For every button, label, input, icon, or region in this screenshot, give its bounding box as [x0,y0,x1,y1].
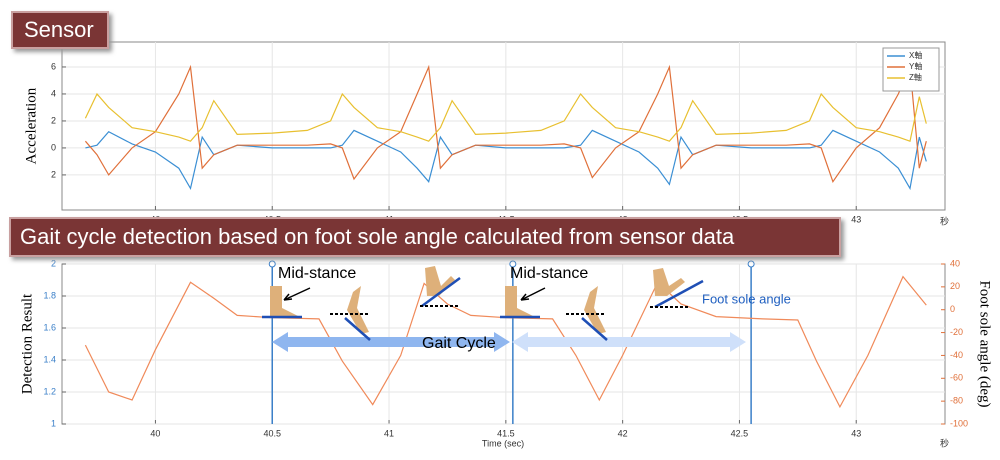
gait-cycle-arrow [272,332,510,352]
y-tick-label: 1.8 [43,290,56,300]
y-tick-label: 1 [51,418,56,428]
banner [11,11,109,49]
y2-tick-label: -100 [950,418,968,428]
legend-label: X軸 [909,50,922,60]
y-tick-label: 4 [51,88,56,98]
x-tick-label: 43 [851,214,861,224]
series-line [84,64,927,184]
illustrations [262,266,746,352]
series-line [84,275,927,409]
y-tick-label: 1.4 [43,354,56,364]
legend-label: Z軸 [909,72,922,82]
detection-marker [509,260,517,268]
y2-axis-label: Foot sole angle (deg) [977,280,993,407]
y-tick-label: 2 [51,169,56,179]
y-tick-label: 2 [51,115,56,125]
legend-label: Y軸 [909,61,922,71]
y-axis-label: Acceleration [23,87,39,164]
x-tick-label: 40 [150,428,160,438]
chart-title: Gait cycle detection based on foot sole … [20,224,735,249]
x-tick-label: 41.5 [497,428,515,438]
series-line [84,92,927,142]
y-tick-label: 1.6 [43,322,56,332]
annotation: Mid-stance [510,265,588,282]
y2-tick-label: -20 [950,327,963,337]
y2-tick-label: -40 [950,350,963,360]
x-tick-label: 40.5 [263,428,281,438]
x-axis-label: 秒 [940,215,949,226]
annotation: Gait Cycle [422,335,496,352]
y-tick-label: 0 [51,142,56,152]
y2-tick-label: 20 [950,281,960,291]
y-axis-label: Detection Result [19,293,35,394]
y2-tick-label: 0 [950,304,955,314]
detection-marker [268,260,276,268]
x-tick-label: 41 [384,428,394,438]
annotation: Foot sole angle [702,291,791,306]
y2-tick-label: -80 [950,396,963,406]
legend [882,47,940,92]
chart-title: Sensor [24,17,94,42]
x-tick-label: 42.5 [731,428,749,438]
y2-tick-label: -60 [950,373,963,383]
gait-cycle-arrow [512,332,746,352]
pointer-arrow [283,287,546,301]
foot-icon [270,266,685,334]
y2-tick-label: 40 [950,258,960,268]
x-axis-unit: 秒 [940,437,949,448]
x-tick-label: 43 [851,428,861,438]
detection-marker [747,260,755,268]
annotation: Mid-stance [278,265,356,282]
banner [9,217,841,257]
y-tick-label: 6 [51,61,56,71]
reference-line [330,305,690,315]
sole-line [262,276,704,341]
x-axis-label: Time (sec) [482,438,524,448]
x-tick-label: 42 [618,428,628,438]
y-tick-label: 1.2 [43,386,56,396]
y-tick-label: 2 [51,258,56,268]
